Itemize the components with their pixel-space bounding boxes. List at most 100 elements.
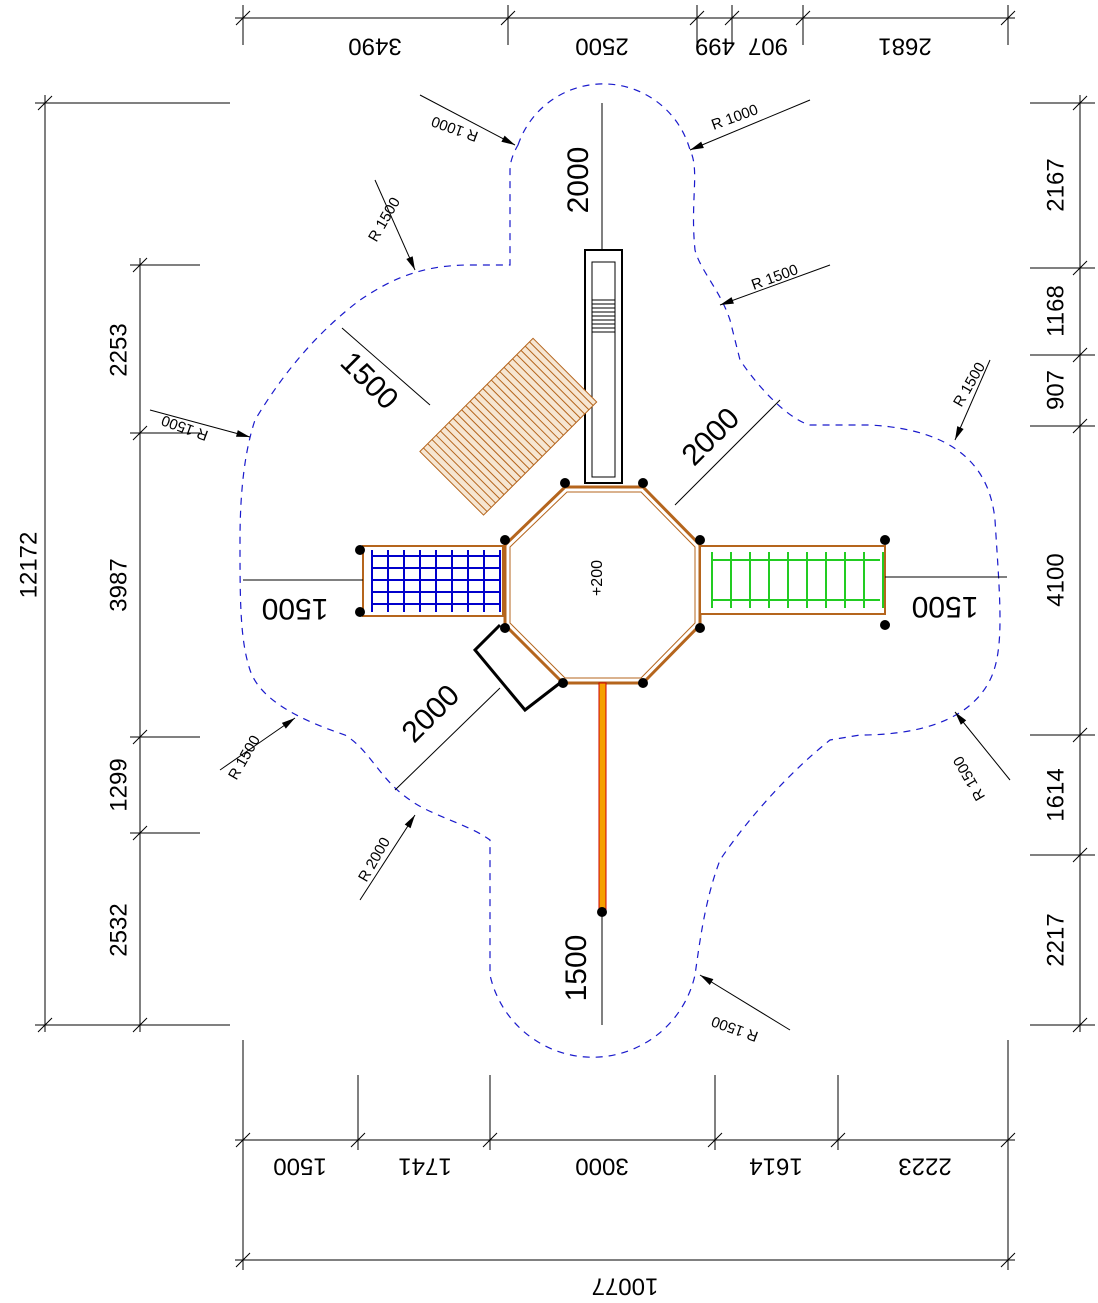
dimension-label: 2223 bbox=[898, 1153, 951, 1180]
post bbox=[638, 678, 648, 688]
dimension-tick bbox=[1072, 347, 1088, 363]
radius-leader bbox=[719, 264, 831, 306]
dimension-label: 1500 bbox=[560, 935, 593, 1002]
dimension-label: 2000 bbox=[562, 147, 595, 214]
dimension-label: 2500 bbox=[575, 33, 628, 60]
radius-arrow bbox=[700, 975, 714, 986]
dimension-label: 2000 bbox=[396, 679, 467, 750]
dimension-tick bbox=[830, 1132, 846, 1148]
dimension-tick bbox=[37, 95, 53, 111]
stairs-treads bbox=[423, 341, 594, 512]
radius-label: R 1000 bbox=[709, 101, 760, 134]
handrail bbox=[472, 623, 561, 713]
dimension-tick bbox=[689, 10, 705, 26]
radius-label: R 1500 bbox=[950, 360, 989, 410]
radius-leader bbox=[359, 814, 416, 901]
dimension-label: 3490 bbox=[348, 33, 401, 60]
platform-inner bbox=[509, 491, 696, 679]
stairs bbox=[419, 337, 598, 516]
dimension-tick bbox=[132, 425, 148, 441]
dimension-label: 2167 bbox=[1042, 158, 1069, 211]
radius-arrow bbox=[955, 426, 964, 440]
dimension-label: 1614 bbox=[1042, 768, 1069, 821]
post bbox=[355, 545, 365, 555]
dimension-label: 1500 bbox=[334, 346, 405, 417]
radius-label: R 1000 bbox=[429, 112, 480, 145]
post bbox=[500, 623, 510, 633]
dimension-tick bbox=[1000, 10, 1016, 26]
dimension-tick bbox=[1072, 418, 1088, 434]
dimension-tick bbox=[795, 10, 811, 26]
dimension-tick bbox=[1000, 1252, 1016, 1268]
dimension-tick bbox=[235, 10, 251, 26]
dimension-tick bbox=[37, 1017, 53, 1033]
radius-label: R 1500 bbox=[749, 261, 800, 294]
radius-arrow bbox=[406, 256, 415, 270]
dimension-label: 3987 bbox=[105, 558, 132, 611]
post bbox=[695, 623, 705, 633]
post bbox=[880, 620, 890, 630]
dimension-tick bbox=[1072, 95, 1088, 111]
radius-arrow bbox=[236, 430, 250, 437]
post bbox=[880, 535, 890, 545]
radius-leader bbox=[374, 179, 416, 271]
slide bbox=[584, 249, 623, 484]
dimension-label: 1741 bbox=[398, 1153, 451, 1180]
radius-label: R 1500 bbox=[950, 753, 989, 803]
dimension-label: 2532 bbox=[105, 903, 132, 956]
radius-leader bbox=[219, 717, 296, 771]
radius-arrow bbox=[690, 141, 704, 150]
dimension-label: 1299 bbox=[105, 758, 132, 811]
radius-label: R 1500 bbox=[709, 1012, 760, 1045]
post bbox=[355, 607, 365, 617]
dimension-tick bbox=[1072, 260, 1088, 276]
ladder-frame bbox=[699, 545, 886, 615]
dimension-label: 1168 bbox=[1042, 285, 1069, 337]
dimension-line bbox=[394, 687, 501, 791]
dimension-label: 1500 bbox=[273, 1153, 326, 1180]
post bbox=[560, 478, 570, 488]
radius-label: R 1500 bbox=[365, 195, 404, 245]
dimension-label: 1614 bbox=[749, 1153, 802, 1180]
dimension-line bbox=[674, 399, 781, 506]
radius-leader bbox=[954, 711, 1011, 781]
radius-arrow bbox=[404, 815, 415, 829]
dimension-tick bbox=[350, 1132, 366, 1148]
dimensions bbox=[35, 5, 1095, 1270]
dimension-line bbox=[341, 327, 431, 406]
slide-steps bbox=[592, 299, 615, 333]
dimension-label: 499 bbox=[695, 33, 735, 60]
dimension-label: 2253 bbox=[105, 323, 132, 376]
level-label: +200 bbox=[589, 560, 606, 596]
radius-leader bbox=[419, 94, 516, 146]
dimension-tick bbox=[1072, 1017, 1088, 1033]
dimension-tick bbox=[724, 10, 740, 26]
dimension-label: 2681 bbox=[878, 33, 931, 60]
radius-leader bbox=[954, 359, 991, 441]
dimension-label: 1500 bbox=[262, 592, 329, 625]
dimension-tick bbox=[132, 729, 148, 745]
post bbox=[695, 535, 705, 545]
radius-arrow bbox=[501, 135, 515, 145]
dimension-label: 2000 bbox=[676, 402, 747, 473]
dimension-label: 907 bbox=[1042, 370, 1069, 410]
climbing-net bbox=[371, 550, 501, 612]
dimension-tick bbox=[235, 1252, 251, 1268]
radius-arrow bbox=[720, 297, 734, 305]
dimension-label: 1500 bbox=[912, 590, 979, 623]
dimension-label: 10077 bbox=[592, 1273, 659, 1300]
radius-arrow bbox=[281, 718, 295, 729]
radius-arrow bbox=[955, 712, 967, 725]
dimension-label: 907 bbox=[748, 33, 788, 60]
dimension-label: 3000 bbox=[575, 1153, 628, 1180]
fire-pole bbox=[598, 682, 607, 913]
dimension-label: 2217 bbox=[1042, 913, 1069, 966]
slide-bed bbox=[591, 261, 616, 478]
labels: 3490 2500 499 907 2681 2167 1168 907 4100 1614 221… bbox=[15, 33, 1069, 1300]
post bbox=[638, 478, 648, 488]
dimension-tick bbox=[1072, 727, 1088, 743]
dimension-tick bbox=[132, 257, 148, 273]
radius-label: R 1500 bbox=[225, 733, 264, 783]
dimension-tick bbox=[500, 10, 516, 26]
